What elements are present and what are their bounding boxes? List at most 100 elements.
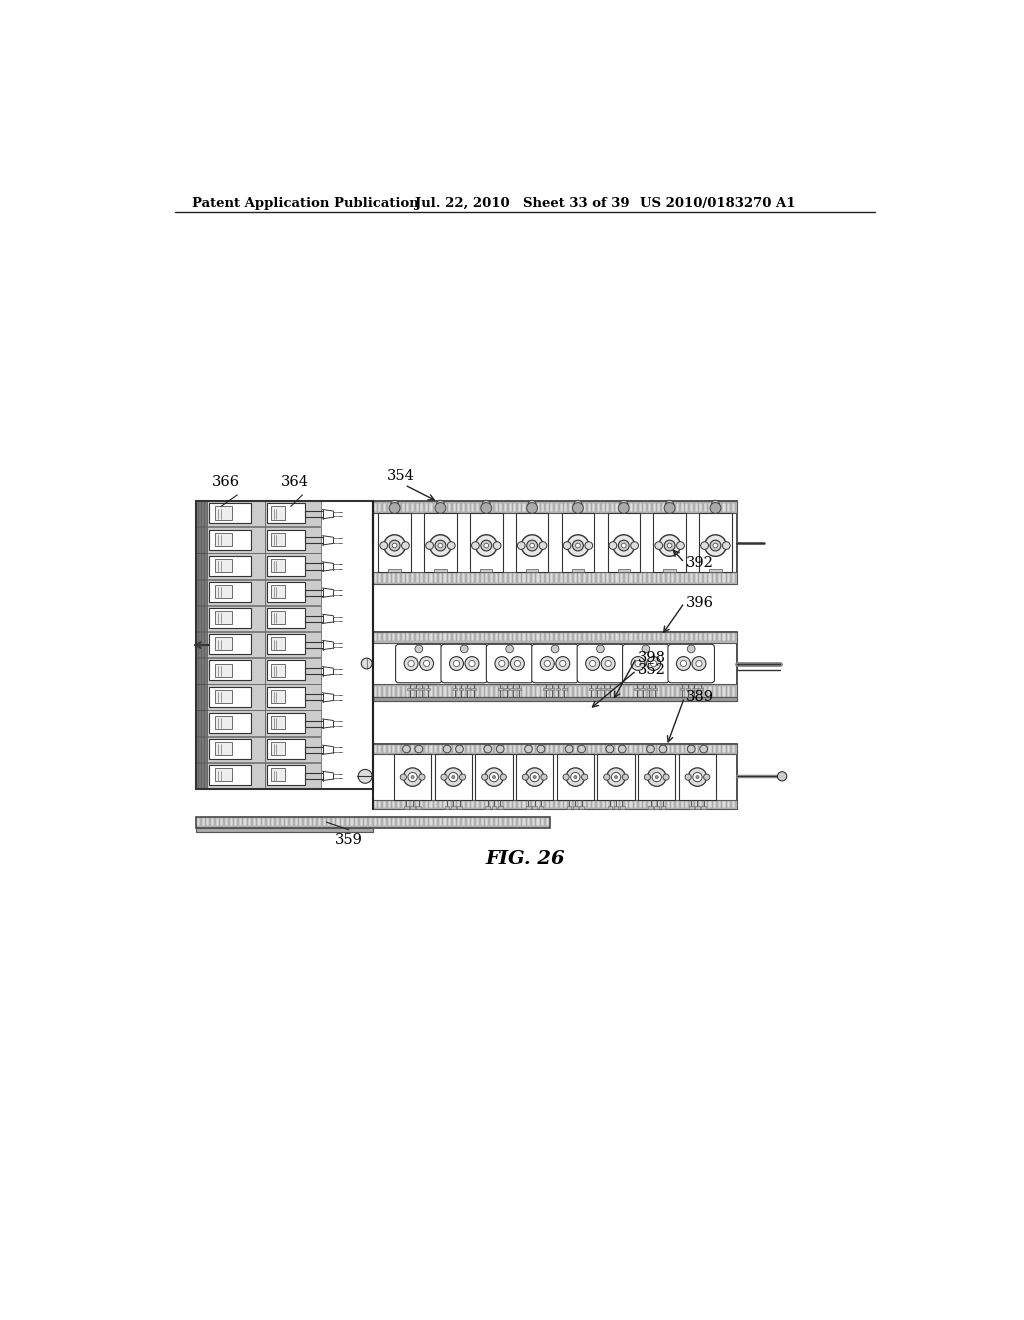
Bar — [271, 585, 286, 598]
Bar — [197, 502, 207, 527]
Bar — [550, 686, 554, 697]
Bar — [265, 606, 321, 631]
Bar — [699, 801, 702, 808]
Bar — [485, 807, 490, 809]
Bar — [643, 686, 646, 697]
Circle shape — [484, 768, 503, 787]
Bar — [378, 513, 411, 572]
Bar — [643, 744, 646, 752]
Bar — [573, 573, 577, 582]
Bar — [480, 573, 483, 582]
Bar — [522, 818, 525, 826]
Bar — [197, 818, 200, 826]
Bar — [685, 503, 688, 512]
Bar — [732, 573, 735, 582]
Bar — [727, 801, 730, 808]
Bar — [509, 503, 512, 512]
Bar — [710, 569, 722, 572]
Bar — [595, 688, 600, 690]
Circle shape — [420, 656, 433, 671]
Bar — [444, 807, 450, 809]
Bar — [615, 573, 618, 582]
Bar — [648, 686, 651, 697]
Bar — [480, 818, 483, 826]
Bar — [374, 801, 377, 808]
Bar — [462, 744, 465, 752]
Bar — [639, 744, 642, 752]
Bar — [266, 582, 305, 602]
Bar — [527, 686, 530, 697]
Bar — [550, 503, 554, 512]
Bar — [597, 744, 600, 752]
Bar — [625, 686, 628, 697]
Bar — [443, 573, 446, 582]
Bar — [416, 744, 419, 752]
Bar — [420, 634, 423, 642]
Bar — [541, 818, 544, 826]
Bar — [592, 686, 595, 697]
Text: 396: 396 — [686, 595, 714, 610]
Bar — [625, 503, 628, 512]
Bar — [727, 686, 730, 697]
Bar — [550, 634, 554, 642]
Bar — [471, 503, 474, 512]
Bar — [606, 801, 609, 808]
Bar — [694, 634, 697, 642]
Bar — [197, 527, 207, 553]
Bar — [648, 503, 651, 512]
Circle shape — [635, 660, 641, 667]
Bar — [615, 744, 618, 752]
Bar — [606, 634, 609, 642]
Circle shape — [642, 645, 649, 653]
Bar — [513, 573, 516, 582]
Bar — [703, 744, 707, 752]
Circle shape — [506, 645, 513, 653]
Circle shape — [574, 500, 582, 508]
Bar — [513, 634, 516, 642]
FancyBboxPatch shape — [441, 644, 487, 682]
Circle shape — [573, 776, 577, 779]
Bar — [202, 818, 205, 826]
Bar — [518, 634, 521, 642]
Bar — [713, 634, 716, 642]
Bar — [516, 755, 553, 800]
Circle shape — [484, 544, 488, 548]
Bar — [425, 573, 428, 582]
Circle shape — [489, 772, 499, 781]
Bar — [465, 688, 470, 690]
Circle shape — [426, 541, 433, 549]
Bar — [718, 744, 721, 752]
Bar — [601, 634, 604, 642]
Bar — [271, 664, 286, 677]
Text: 352: 352 — [638, 664, 666, 677]
Bar — [373, 743, 737, 809]
Bar — [606, 503, 609, 512]
Circle shape — [361, 659, 372, 669]
Bar — [662, 801, 665, 808]
Bar — [271, 558, 286, 572]
Bar — [266, 739, 305, 759]
Bar — [299, 818, 302, 826]
Bar — [518, 744, 521, 752]
Bar — [392, 744, 395, 752]
Circle shape — [722, 541, 730, 549]
Circle shape — [494, 541, 501, 549]
Bar — [265, 737, 321, 762]
Bar — [295, 818, 298, 826]
Bar — [607, 688, 612, 690]
Circle shape — [380, 541, 388, 549]
Bar — [709, 573, 712, 582]
Bar — [429, 686, 432, 697]
Bar — [373, 800, 737, 809]
Circle shape — [415, 645, 423, 653]
Bar — [426, 688, 430, 690]
Text: 398: 398 — [638, 651, 666, 665]
Bar — [630, 503, 633, 512]
Circle shape — [521, 535, 543, 556]
Bar — [703, 503, 707, 512]
Circle shape — [408, 772, 417, 781]
Bar — [592, 634, 595, 642]
Bar — [713, 686, 716, 697]
Circle shape — [537, 744, 545, 752]
Circle shape — [655, 541, 663, 549]
